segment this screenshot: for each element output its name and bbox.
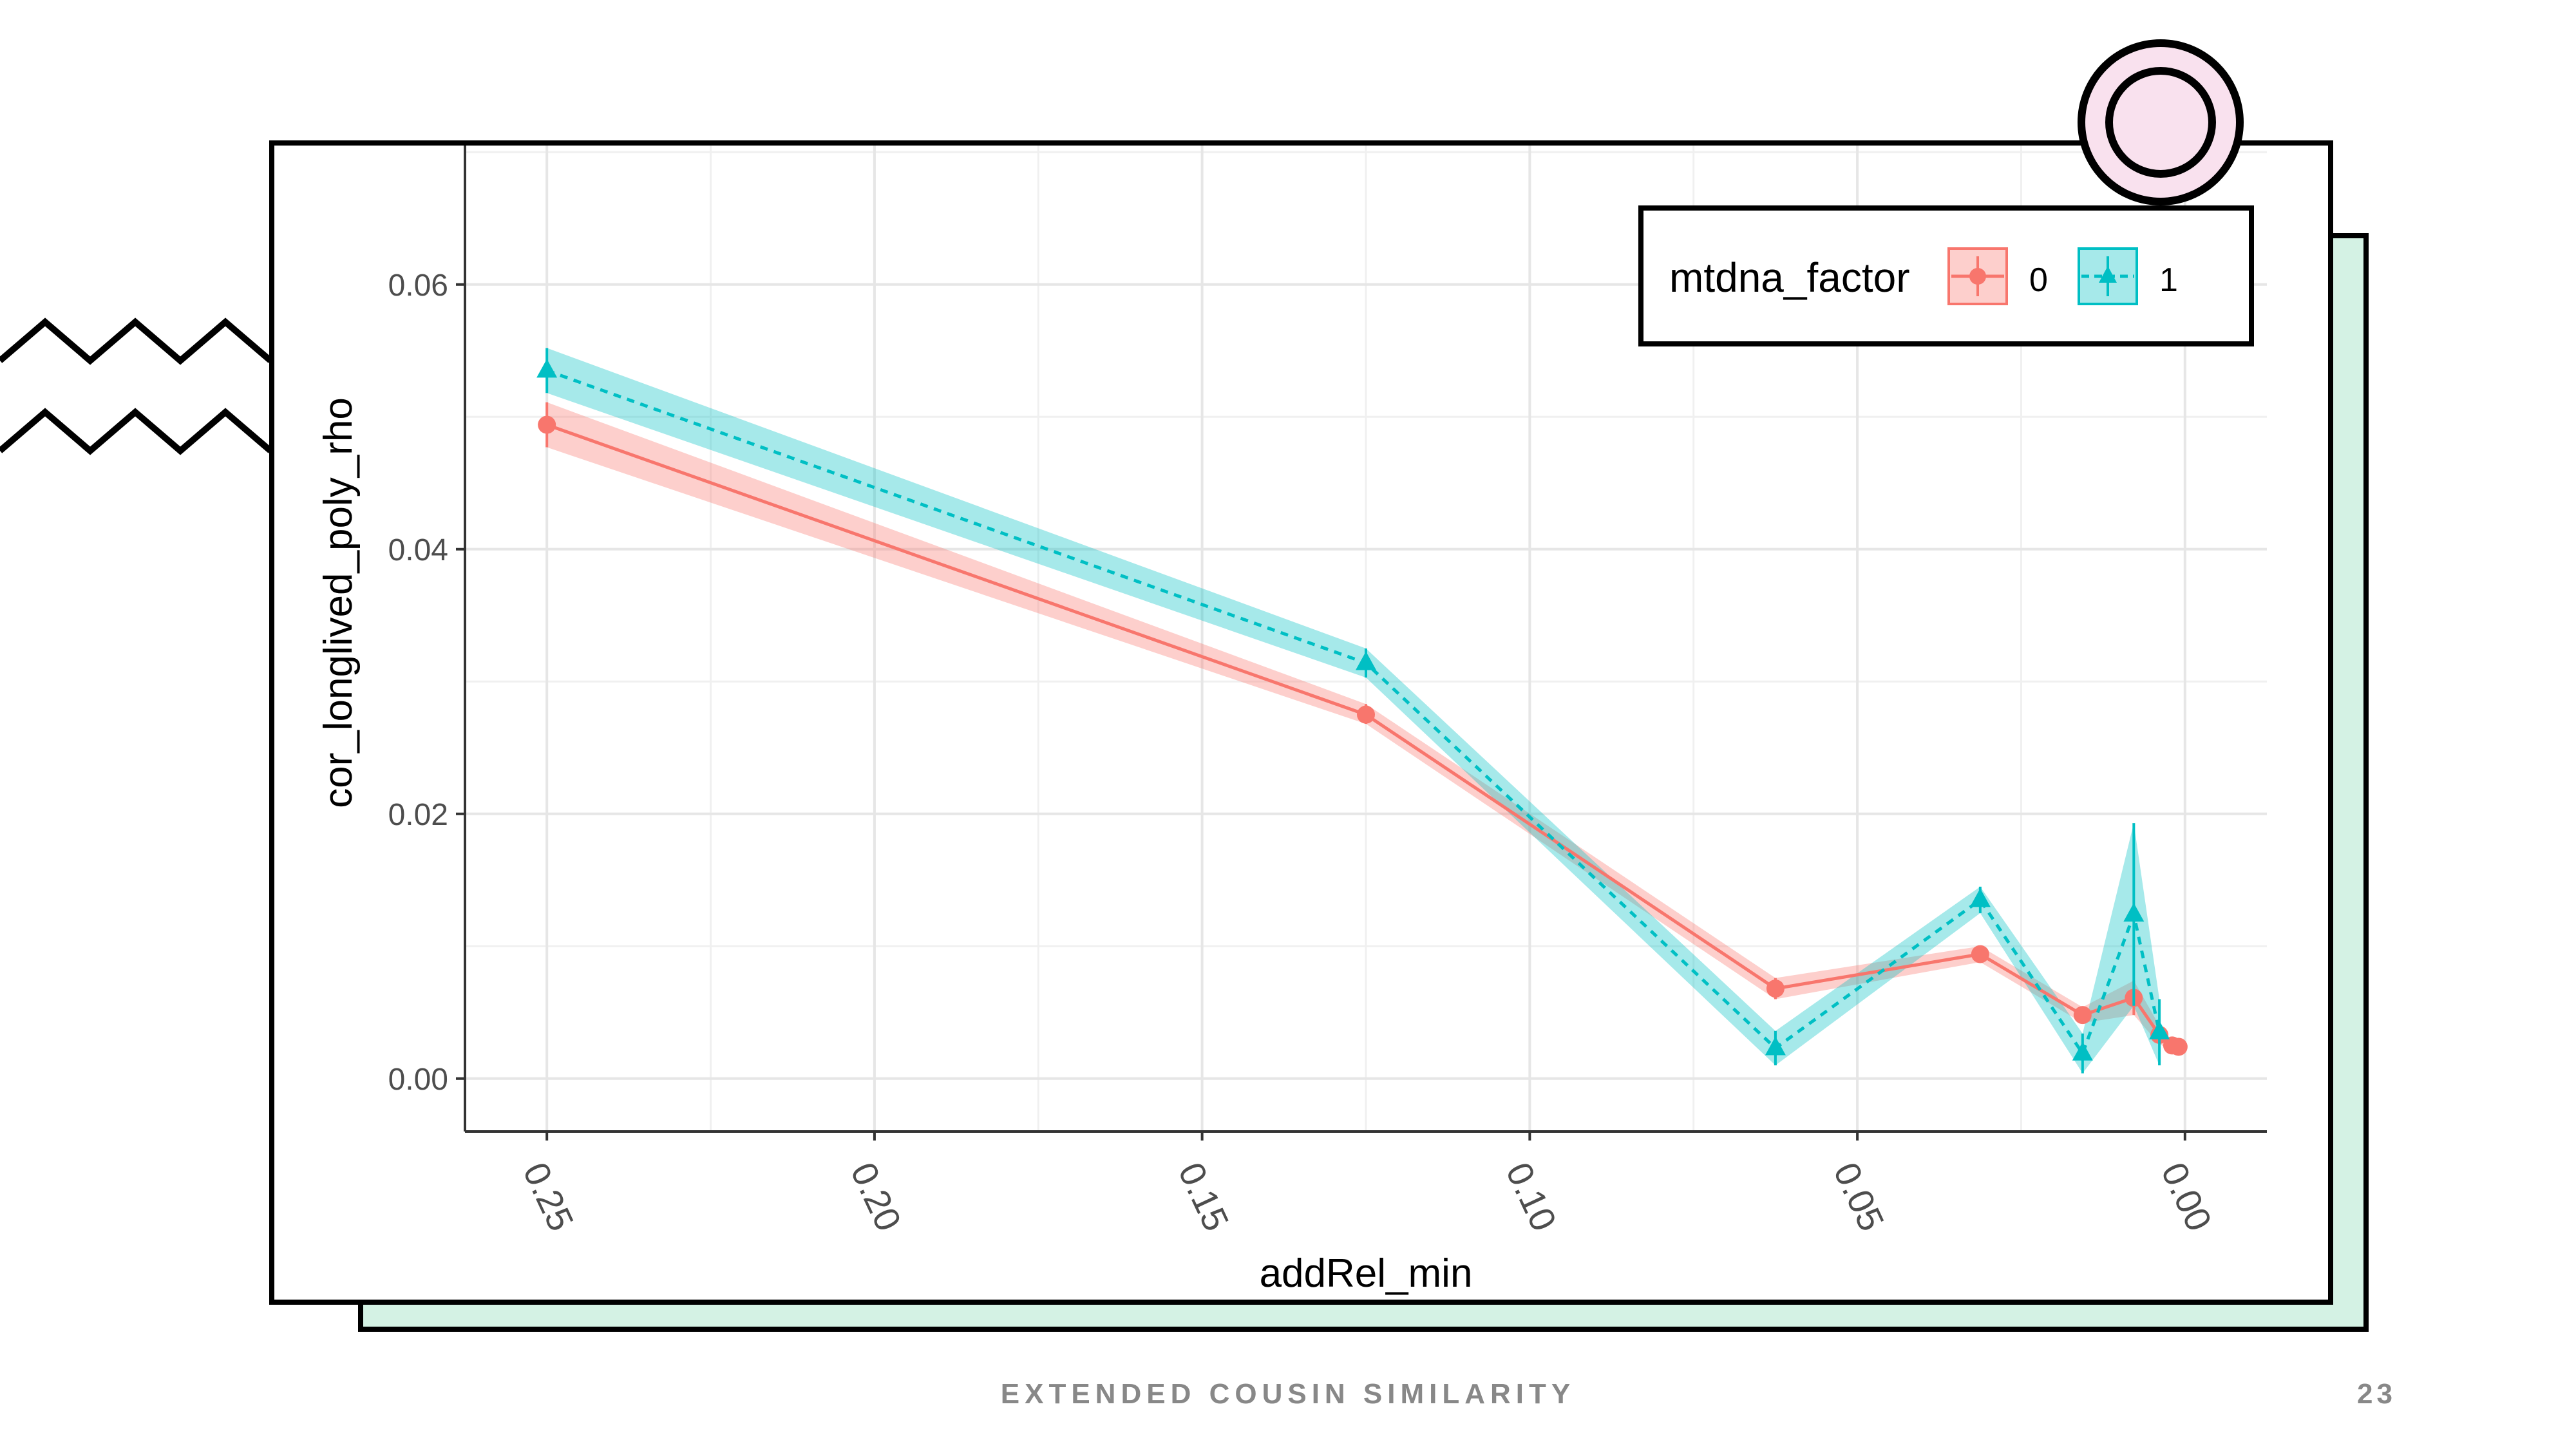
legend-box [1638,205,2254,346]
legend-label-1: 1 [2159,261,2178,299]
point-series-0 [1766,980,1785,998]
point-series-1 [2072,1041,2093,1061]
y-tick-label: 0.02 [388,798,448,832]
x-axis-title: addRel_min [1260,1251,1473,1296]
y-axis-title: cor_longlived_poly_rho [316,397,361,808]
ring-decoration [2078,39,2244,205]
point-series-1 [1969,888,1991,907]
y-tick-label: 0.00 [388,1063,448,1097]
point-series-0 [1971,945,1989,963]
x-tick-label: 0.20 [843,1156,909,1236]
legend-key-marker-1 [2099,266,2117,283]
ribbon-series-0 [547,402,2179,1052]
footer-title: EXTENDED COUSIN SIMILARITY [1000,1378,1576,1410]
chart-legend: mtdna_factor 0 1 [1638,205,2254,346]
point-series-1 [1765,1036,1786,1056]
y-tick-label: 0.04 [388,533,448,567]
chart-plot: 0.00 0.02 0.04 0.06 0.25 0.20 0.15 0.10 0.05 0.00… [316,146,2267,1296]
point-series-1 [1356,651,1376,670]
x-tick-label: 0.15 [1171,1156,1237,1236]
x-tick-label: 0.25 [515,1156,582,1236]
legend-title: mtdna_factor [1669,254,1910,301]
point-series-0 [2169,1037,2188,1056]
page-number: 23 [2357,1378,2396,1410]
legend-label-0: 0 [2029,261,2048,299]
point-series-1 [2123,902,2145,922]
x-tick-label: 0.05 [1826,1156,1892,1236]
x-tick-label: 0.00 [2154,1156,2220,1236]
legend-key-marker-0 [1969,268,1986,285]
point-series-0 [538,415,556,434]
chart-confidence-ribbons [547,348,2179,1074]
point-series-0 [2073,1006,2092,1025]
y-tick-label: 0.06 [388,269,448,303]
zigzag-decoration [0,317,270,455]
point-series-1 [536,359,558,378]
x-tick-label: 0.10 [1498,1156,1564,1236]
ribbon-series-1 [547,348,2160,1074]
chart-series-points [536,348,2188,1074]
point-series-0 [1357,705,1375,724]
point-series-1 [2149,1020,2170,1039]
